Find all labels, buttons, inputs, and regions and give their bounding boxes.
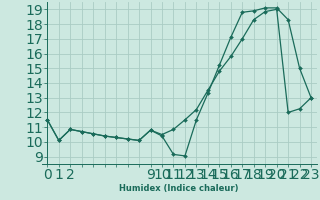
X-axis label: Humidex (Indice chaleur): Humidex (Indice chaleur) — [119, 184, 239, 193]
